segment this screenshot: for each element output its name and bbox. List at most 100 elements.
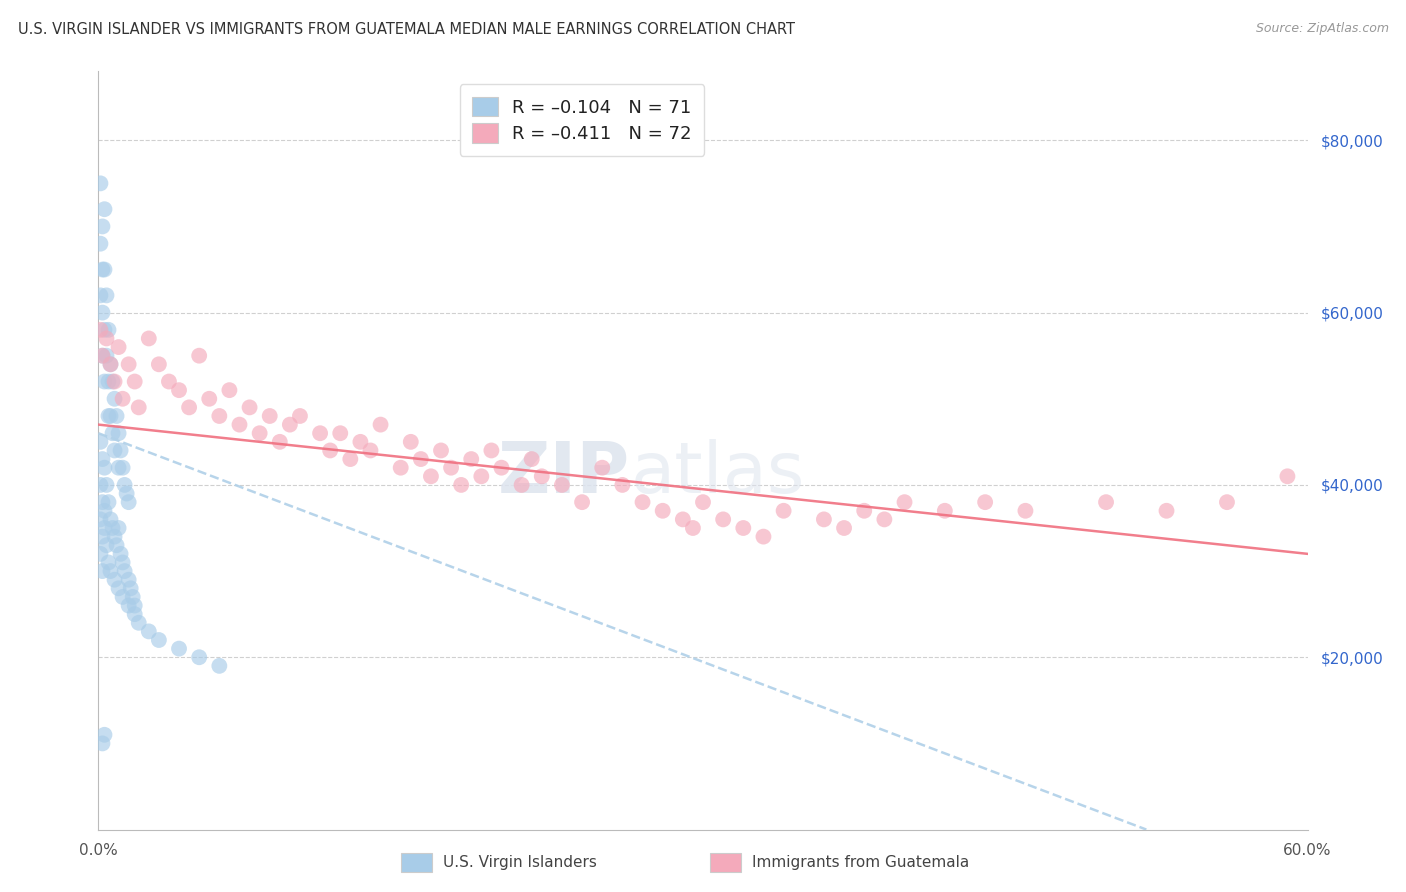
Point (249, 426, 271, 441)
Point (100, 512, 122, 526)
Point (853, 504, 876, 518)
Point (111, 460, 134, 475)
Point (96, 478, 118, 492)
Point (97, 375, 120, 389)
Point (91, 452, 114, 467)
Point (692, 495, 714, 509)
Point (89, 236, 111, 251)
Point (1095, 495, 1118, 509)
Point (103, 573, 125, 587)
Point (91, 305, 114, 319)
Point (89, 323, 111, 337)
Point (93, 262, 115, 277)
Point (111, 590, 134, 604)
Point (93, 460, 115, 475)
Point (96, 538, 118, 552)
Point (278, 417, 301, 432)
Point (128, 615, 150, 630)
Point (510, 478, 533, 492)
Point (91, 349, 114, 363)
Point (107, 426, 129, 441)
Point (114, 564, 136, 578)
Point (530, 469, 553, 483)
Point (208, 658, 231, 673)
Point (148, 357, 170, 371)
Point (89, 288, 111, 302)
Point (118, 495, 141, 509)
Point (148, 633, 170, 648)
Point (93, 375, 115, 389)
Point (97, 495, 120, 509)
Point (591, 460, 613, 475)
Point (450, 478, 472, 492)
Point (733, 521, 755, 535)
Point (360, 443, 382, 458)
Point (399, 434, 422, 449)
Point (239, 401, 262, 415)
Point (752, 530, 775, 544)
Point (100, 357, 122, 371)
Point (91, 219, 114, 234)
Point (198, 392, 221, 406)
Point (672, 512, 695, 526)
Point (103, 392, 125, 406)
Point (89, 478, 111, 492)
Point (120, 582, 142, 596)
Point (93, 521, 115, 535)
Point (259, 409, 281, 423)
Point (1156, 504, 1178, 518)
Point (157, 375, 180, 389)
Point (89, 512, 111, 526)
Point (91, 495, 114, 509)
Point (339, 452, 361, 467)
Point (105, 538, 128, 552)
Point (319, 443, 342, 458)
Point (111, 556, 134, 570)
Point (124, 599, 146, 613)
Point (228, 417, 250, 432)
Point (309, 426, 332, 441)
Point (118, 357, 141, 371)
Point (893, 495, 915, 509)
Point (167, 383, 190, 397)
Point (93, 728, 115, 742)
Text: Source: ZipAtlas.com: Source: ZipAtlas.com (1256, 22, 1389, 36)
Point (974, 495, 997, 509)
Text: U.S. Virgin Islanders: U.S. Virgin Islanders (443, 855, 596, 870)
Point (208, 409, 231, 423)
Point (97, 556, 120, 570)
Point (89, 177, 111, 191)
Point (832, 521, 855, 535)
Point (114, 478, 136, 492)
Point (100, 564, 122, 578)
Point (110, 547, 132, 561)
Legend: R = –0.104   N = 71, R = –0.411   N = 72: R = –0.104 N = 71, R = –0.411 N = 72 (460, 84, 704, 155)
Point (430, 443, 453, 458)
Point (571, 495, 593, 509)
Point (93, 504, 115, 518)
Point (124, 375, 146, 389)
Point (491, 460, 513, 475)
Point (115, 486, 138, 500)
Point (420, 469, 443, 483)
Point (138, 624, 160, 639)
Point (934, 504, 956, 518)
Point (612, 478, 634, 492)
Point (329, 426, 352, 441)
Point (100, 357, 122, 371)
Point (105, 409, 128, 423)
Point (288, 409, 311, 423)
Point (91, 564, 114, 578)
Point (269, 434, 291, 449)
Point (118, 599, 141, 613)
Point (100, 409, 122, 423)
Point (93, 323, 115, 337)
Point (103, 530, 125, 544)
Point (121, 590, 143, 604)
Point (188, 349, 211, 363)
Point (91, 349, 114, 363)
Point (101, 375, 124, 389)
Point (873, 512, 896, 526)
Point (188, 650, 211, 665)
Point (389, 460, 412, 475)
